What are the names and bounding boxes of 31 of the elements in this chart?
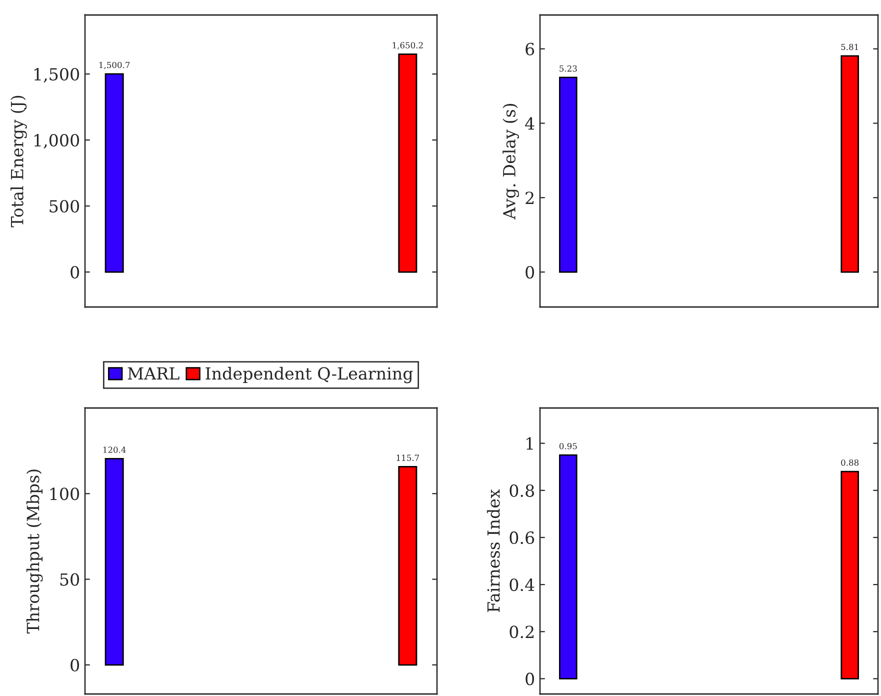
data-label: 1,500.7 [99, 62, 130, 70]
y-tick-label: 500 [50, 200, 80, 213]
y-axis-title: Avg. Delay (s) [502, 104, 519, 220]
legend-label: MARL [128, 367, 180, 380]
data-label: 5.23 [560, 65, 577, 72]
y-tick-label: 0 [526, 266, 534, 279]
y-tick-label: 0.2 [510, 626, 534, 638]
y-axis-title: Throughput (Mbps) [26, 470, 43, 634]
y-tick-label: 100 [50, 488, 80, 500]
y-axis-title: Fairness Index [486, 489, 500, 612]
y-tick-label: 0 [70, 658, 80, 672]
y-tick-label: 6 [526, 42, 534, 56]
data-label: 1,650.2 [392, 42, 423, 50]
y-tick-label: 50 [60, 573, 80, 586]
y-tick-label: 0 [526, 672, 534, 686]
data-label: 0.88 [841, 459, 859, 466]
y-tick-label: 4 [525, 117, 534, 130]
y-tick-label: 2 [526, 192, 534, 204]
data-label: 115.7 [396, 454, 419, 461]
data-label: 0.95 [559, 442, 577, 450]
y-axis-title: Total Energy (J) [10, 96, 27, 228]
y-tick-label: 0.8 [510, 484, 534, 497]
y-tick-label: 1,000 [34, 134, 80, 149]
y-tick-label: 1,500 [34, 68, 80, 83]
legend-label: Independent Q-Learning [206, 366, 413, 384]
y-tick-label: 0.6 [510, 531, 534, 544]
y-tick-label: 0.4 [510, 578, 534, 592]
y-tick-label: 1 [526, 437, 533, 450]
data-label: 120.4 [103, 446, 126, 453]
data-label: 5.81 [841, 44, 858, 50]
y-tick-label: 0 [70, 266, 80, 279]
